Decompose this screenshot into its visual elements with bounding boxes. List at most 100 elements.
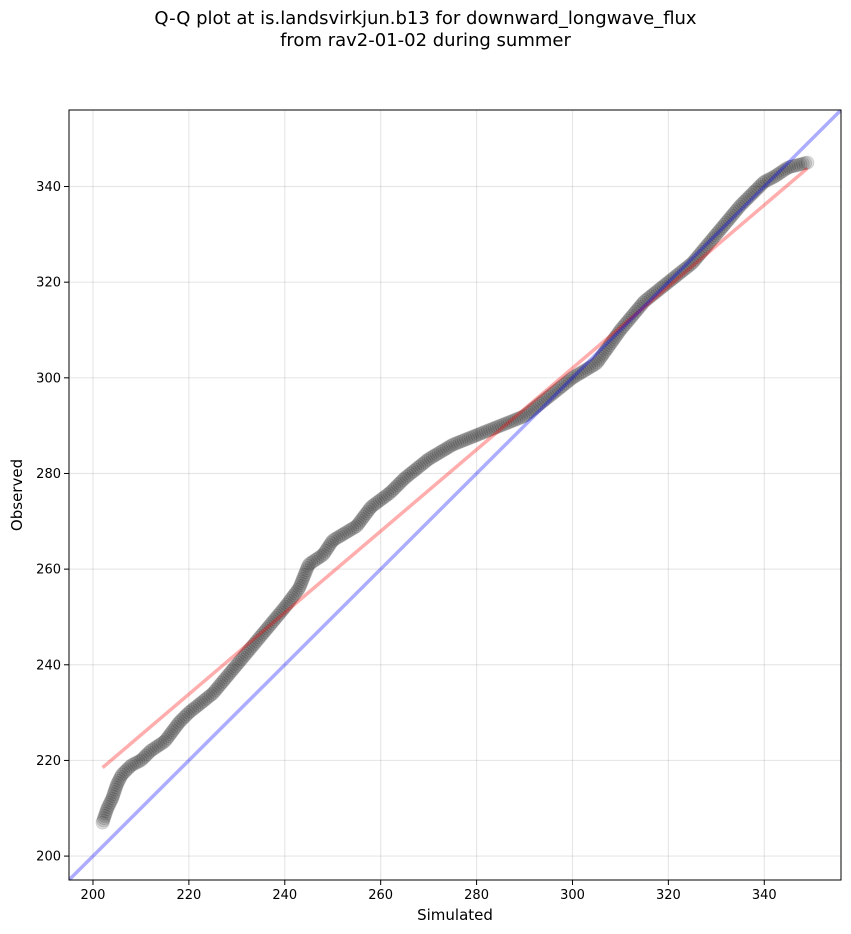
- qq-point: [414, 458, 429, 473]
- qq-point: [774, 165, 789, 180]
- qq-point: [745, 186, 760, 201]
- qq-point: [153, 737, 168, 752]
- qq-point: [570, 367, 585, 382]
- qq-point: [314, 549, 329, 564]
- qq-point: [634, 297, 649, 312]
- qq-point: [207, 684, 222, 699]
- qq-point: [178, 709, 193, 724]
- qq-point: [613, 322, 628, 337]
- qq-point: [129, 755, 144, 770]
- qq-point: [709, 226, 724, 241]
- qq-point: [669, 268, 684, 283]
- x-tick-label: 200: [81, 888, 106, 903]
- qq-point: [283, 592, 298, 607]
- qq-point: [222, 666, 237, 681]
- qq-point: [356, 509, 371, 524]
- qq-point: [505, 414, 520, 429]
- qq-point: [214, 675, 229, 690]
- qq-point: [527, 401, 542, 416]
- qq-point: [203, 688, 218, 703]
- qq-point: [248, 635, 263, 650]
- qq-point: [275, 603, 290, 618]
- qq-point: [149, 739, 164, 754]
- qq-point: [631, 301, 646, 316]
- qq-point: [394, 474, 409, 489]
- qq-point: [228, 659, 243, 674]
- qq-point: [106, 787, 121, 802]
- qq-point: [439, 441, 454, 456]
- qq-point: [454, 434, 469, 449]
- qq-point: [737, 194, 752, 209]
- qq-point: [740, 191, 755, 206]
- qq-point: [345, 521, 360, 536]
- qq-point: [529, 399, 544, 414]
- qq-point: [487, 421, 502, 436]
- qq-point: [359, 506, 374, 521]
- qq-point: [157, 734, 172, 749]
- qq-point: [556, 377, 571, 392]
- qq-point: [331, 530, 346, 545]
- qq-point: [350, 517, 365, 532]
- qq-point: [553, 380, 568, 395]
- qq-point: [636, 295, 651, 310]
- qq-point: [747, 184, 762, 199]
- qq-point: [382, 486, 397, 501]
- qq-point: [772, 166, 787, 181]
- qq-point: [252, 630, 267, 645]
- qq-point: [270, 608, 285, 623]
- qq-point: [608, 330, 623, 345]
- qq-point: [534, 395, 549, 410]
- qq-point: [343, 522, 358, 537]
- qq-point: [714, 221, 729, 236]
- qq-point: [365, 498, 380, 513]
- qq-point: [225, 663, 240, 678]
- qq-point: [723, 210, 738, 225]
- qq-point: [705, 232, 720, 247]
- qq-point: [568, 369, 583, 384]
- qq-point: [609, 328, 624, 343]
- qq-point: [112, 771, 127, 786]
- qq-point: [292, 580, 307, 595]
- qq-point: [155, 735, 170, 750]
- qq-point: [423, 450, 438, 465]
- qq-point: [618, 317, 633, 332]
- qq-point: [390, 478, 405, 493]
- qq-point: [507, 413, 522, 428]
- qq-point: [145, 742, 160, 757]
- qq-point: [254, 628, 269, 643]
- qq-point: [500, 415, 515, 430]
- qq-point: [289, 584, 304, 599]
- qq-point: [759, 173, 774, 188]
- qq-point: [243, 641, 258, 656]
- x-tick-label: 260: [368, 888, 393, 903]
- qq-point: [255, 626, 270, 641]
- qq-point: [624, 310, 639, 325]
- qq-point: [680, 260, 695, 275]
- qq-point: [757, 174, 772, 189]
- qq-point: [208, 683, 223, 698]
- qq-point: [549, 383, 564, 398]
- qq-point: [95, 815, 110, 830]
- qq-point: [258, 623, 273, 638]
- qq-point: [450, 435, 465, 450]
- qq-point: [706, 230, 721, 245]
- reference-lines: [69, 110, 841, 880]
- qq-point: [317, 545, 332, 560]
- qq-point: [282, 594, 297, 609]
- qq-point: [603, 336, 618, 351]
- qq-point: [219, 670, 234, 685]
- qq-point: [547, 385, 562, 400]
- y-tick-label: 340: [36, 180, 61, 195]
- qq-point: [285, 590, 300, 605]
- qq-point: [625, 308, 640, 323]
- qq-point: [551, 382, 566, 397]
- qq-point: [742, 189, 757, 204]
- qq-point: [329, 531, 344, 546]
- qq-point: [498, 416, 513, 431]
- qq-point: [627, 306, 642, 321]
- qq-point: [586, 358, 601, 373]
- qq-point: [513, 410, 528, 425]
- qq-point: [518, 408, 533, 423]
- qq-point: [452, 435, 467, 450]
- qq-point: [476, 425, 491, 440]
